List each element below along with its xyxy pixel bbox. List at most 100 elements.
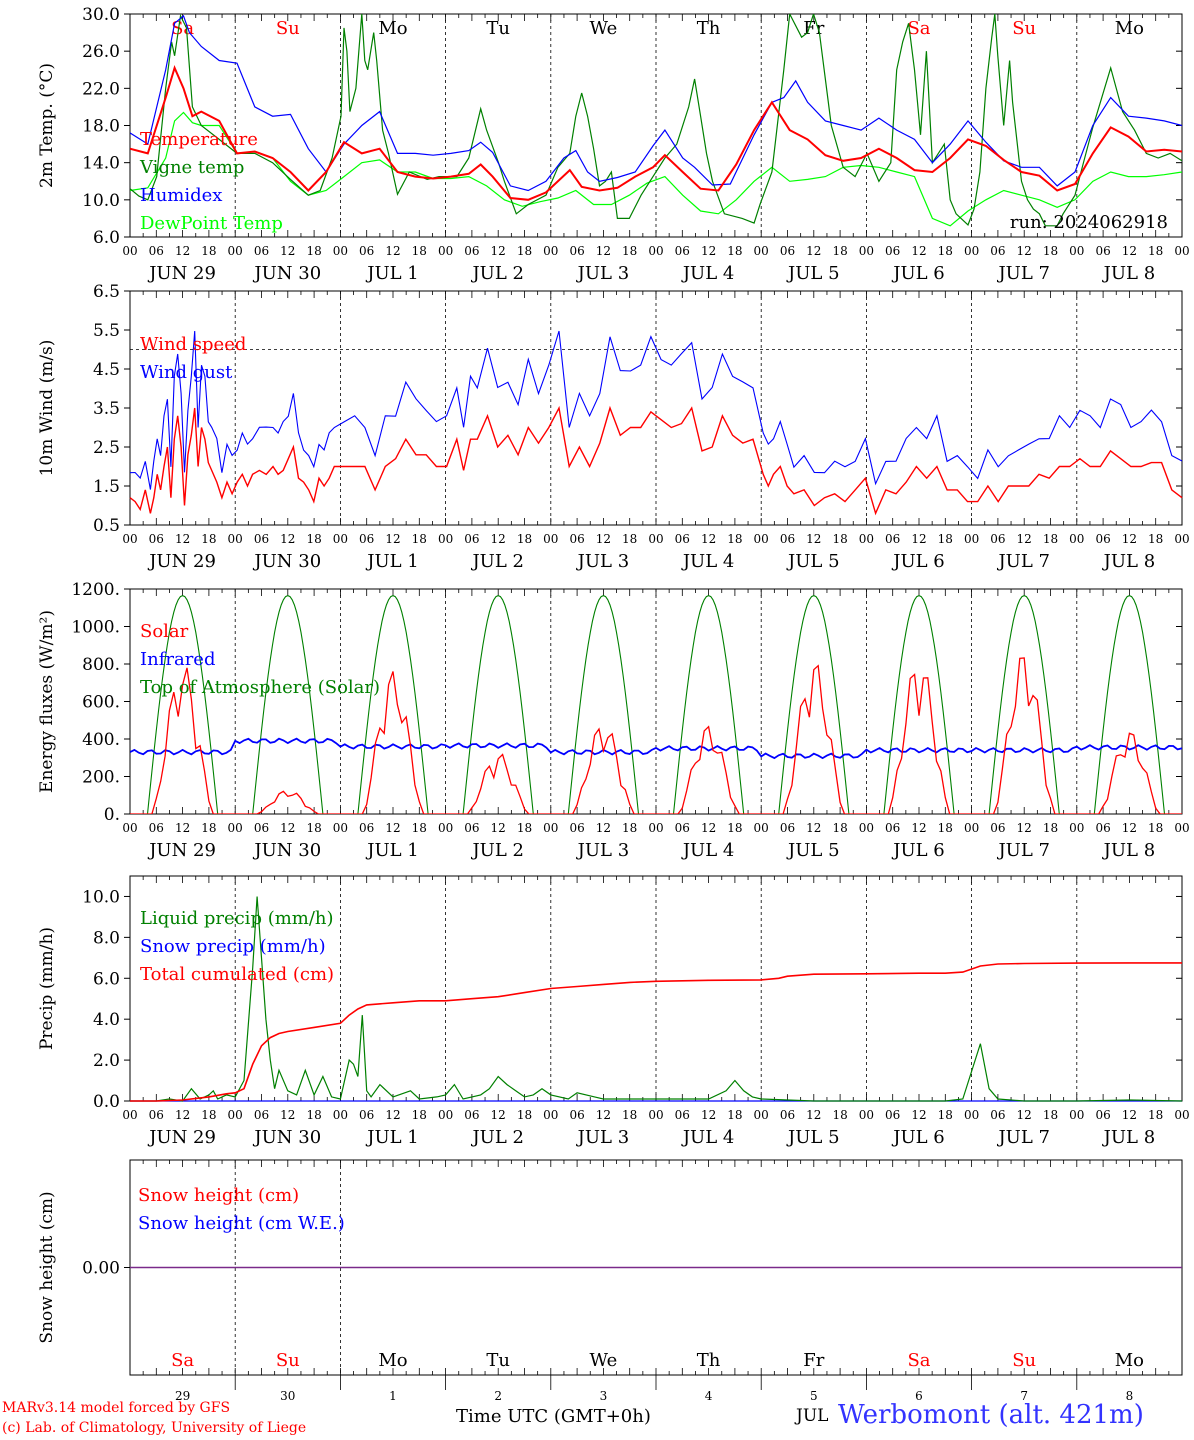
- run-annotation: run: 2024062918: [1010, 212, 1168, 233]
- hour-tick-label: 18: [1043, 532, 1058, 546]
- hour-tick-label: 12: [1017, 532, 1032, 546]
- hour-tick-label: 00: [228, 244, 243, 258]
- hour-tick-label: 06: [569, 821, 584, 835]
- hour-tick-label: 12: [701, 1108, 716, 1122]
- hour-tick-label: 00: [122, 1108, 137, 1122]
- hour-tick-label: 00: [754, 244, 769, 258]
- hour-tick-label: 18: [622, 1108, 637, 1122]
- hour-tick-label: 06: [254, 244, 269, 258]
- hour-tick-label: 00: [859, 532, 874, 546]
- hour-tick-label: 18: [201, 532, 216, 546]
- hour-tick-label: 00: [1174, 1108, 1189, 1122]
- legend-liquid-precip-mm-h-: Liquid precip (mm/h): [140, 908, 334, 929]
- hour-tick-label: 18: [306, 1108, 321, 1122]
- hour-tick-label: 12: [1122, 244, 1137, 258]
- date-label: JUL 8: [1102, 263, 1156, 284]
- weekday-label: We: [590, 1350, 618, 1371]
- hour-tick-label: 00: [648, 1108, 663, 1122]
- hour-tick-label: 06: [359, 244, 374, 258]
- legend-humidex: Humidex: [140, 185, 222, 206]
- weekday-label: Sa: [907, 1350, 930, 1371]
- hour-tick-label: 06: [464, 821, 479, 835]
- date-label: JUN 29: [147, 551, 216, 572]
- series-wind-gust: [129, 330, 1183, 490]
- hour-tick-label: 06: [149, 821, 164, 835]
- hour-tick-label: 18: [727, 821, 742, 835]
- hour-tick-label: 18: [1043, 1108, 1058, 1122]
- hour-tick-label: 12: [596, 1108, 611, 1122]
- hour-tick-label: 12: [596, 821, 611, 835]
- hour-tick-label: 18: [306, 532, 321, 546]
- y-tick-label: 10.0: [82, 887, 120, 907]
- y-tick-label: 2.0: [93, 1051, 120, 1071]
- weekday-label: Th: [697, 18, 721, 39]
- y-tick-label: 4.5: [93, 360, 120, 380]
- hour-tick-label: 06: [990, 244, 1005, 258]
- x-axis-title: Time UTC (GMT+0h): [456, 1406, 651, 1427]
- date-label: JUN 30: [252, 263, 321, 284]
- hour-tick-label: 18: [201, 1108, 216, 1122]
- hour-tick-label: 18: [832, 532, 847, 546]
- hour-tick-label: 00: [648, 532, 663, 546]
- hour-tick-label: 18: [832, 821, 847, 835]
- hour-tick-label: 00: [964, 244, 979, 258]
- hour-tick-label: 12: [1122, 1108, 1137, 1122]
- hour-tick-label: 00: [438, 532, 453, 546]
- weekday-label: Mo: [1115, 18, 1144, 39]
- date-label: JUN 29: [147, 263, 216, 284]
- hour-tick-label: 12: [280, 821, 295, 835]
- hour-tick-label: 12: [701, 244, 716, 258]
- hour-tick-label: 18: [832, 244, 847, 258]
- hour-tick-label: 12: [385, 821, 400, 835]
- hour-tick-label: 00: [754, 821, 769, 835]
- hour-tick-label: 00: [438, 1108, 453, 1122]
- date-label: JUL 7: [996, 263, 1050, 284]
- date-label: JUL 1: [365, 263, 419, 284]
- hour-tick-label: 12: [491, 244, 506, 258]
- date-label: JUL 3: [576, 551, 630, 572]
- series-vigne-temp: [130, 14, 1182, 227]
- hour-tick-label: 18: [622, 532, 637, 546]
- hour-tick-label: 12: [385, 1108, 400, 1122]
- weekday-label: Mo: [1115, 1350, 1144, 1371]
- hour-tick-label: 12: [175, 532, 190, 546]
- hour-tick-label: 18: [938, 244, 953, 258]
- hour-tick-label: 12: [1017, 244, 1032, 258]
- y-tick-label: 4.0: [93, 1010, 120, 1030]
- weekday-label: Sa: [907, 18, 930, 39]
- date-label: JUL 5: [786, 1127, 840, 1148]
- hour-tick-label: 06: [254, 1108, 269, 1122]
- hour-tick-label: 06: [780, 244, 795, 258]
- y-axis-title: Snow height (cm): [37, 1191, 57, 1343]
- hour-tick-label: 06: [149, 244, 164, 258]
- date-label: JUN 29: [147, 1127, 216, 1148]
- hour-tick-label: 06: [149, 532, 164, 546]
- y-axis-title: Precip (mm/h): [37, 927, 57, 1050]
- y-tick-label: 8.0: [93, 928, 120, 948]
- date-label: JUL 7: [996, 1127, 1050, 1148]
- hour-tick-label: 18: [201, 821, 216, 835]
- hour-tick-label: 12: [1122, 532, 1137, 546]
- hour-tick-label: 00: [122, 532, 137, 546]
- hour-tick-label: 00: [543, 821, 558, 835]
- hour-tick-label: 06: [149, 1108, 164, 1122]
- hour-tick-label: 18: [517, 244, 532, 258]
- y-tick-label: 1.5: [93, 477, 120, 497]
- y-tick-label: 1200.: [71, 580, 120, 600]
- hour-tick-label: 12: [806, 821, 821, 835]
- hour-tick-label: 00: [438, 244, 453, 258]
- hour-tick-label: 18: [727, 1108, 742, 1122]
- legend-snow-height-cm: Snow height (cm): [138, 1185, 299, 1206]
- y-axis-title: 2m Temp. (°C): [37, 63, 57, 188]
- hour-tick-label: 18: [412, 821, 427, 835]
- hour-tick-label: 18: [1148, 821, 1163, 835]
- hour-tick-label: 00: [543, 244, 558, 258]
- hour-tick-label: 00: [754, 532, 769, 546]
- hour-tick-label: 06: [569, 244, 584, 258]
- hour-tick-label: 12: [491, 532, 506, 546]
- hour-tick-label: 18: [727, 244, 742, 258]
- day-number: 7: [1020, 1389, 1028, 1403]
- day-number: 1: [389, 1389, 397, 1403]
- weekday-label: Sa: [171, 18, 194, 39]
